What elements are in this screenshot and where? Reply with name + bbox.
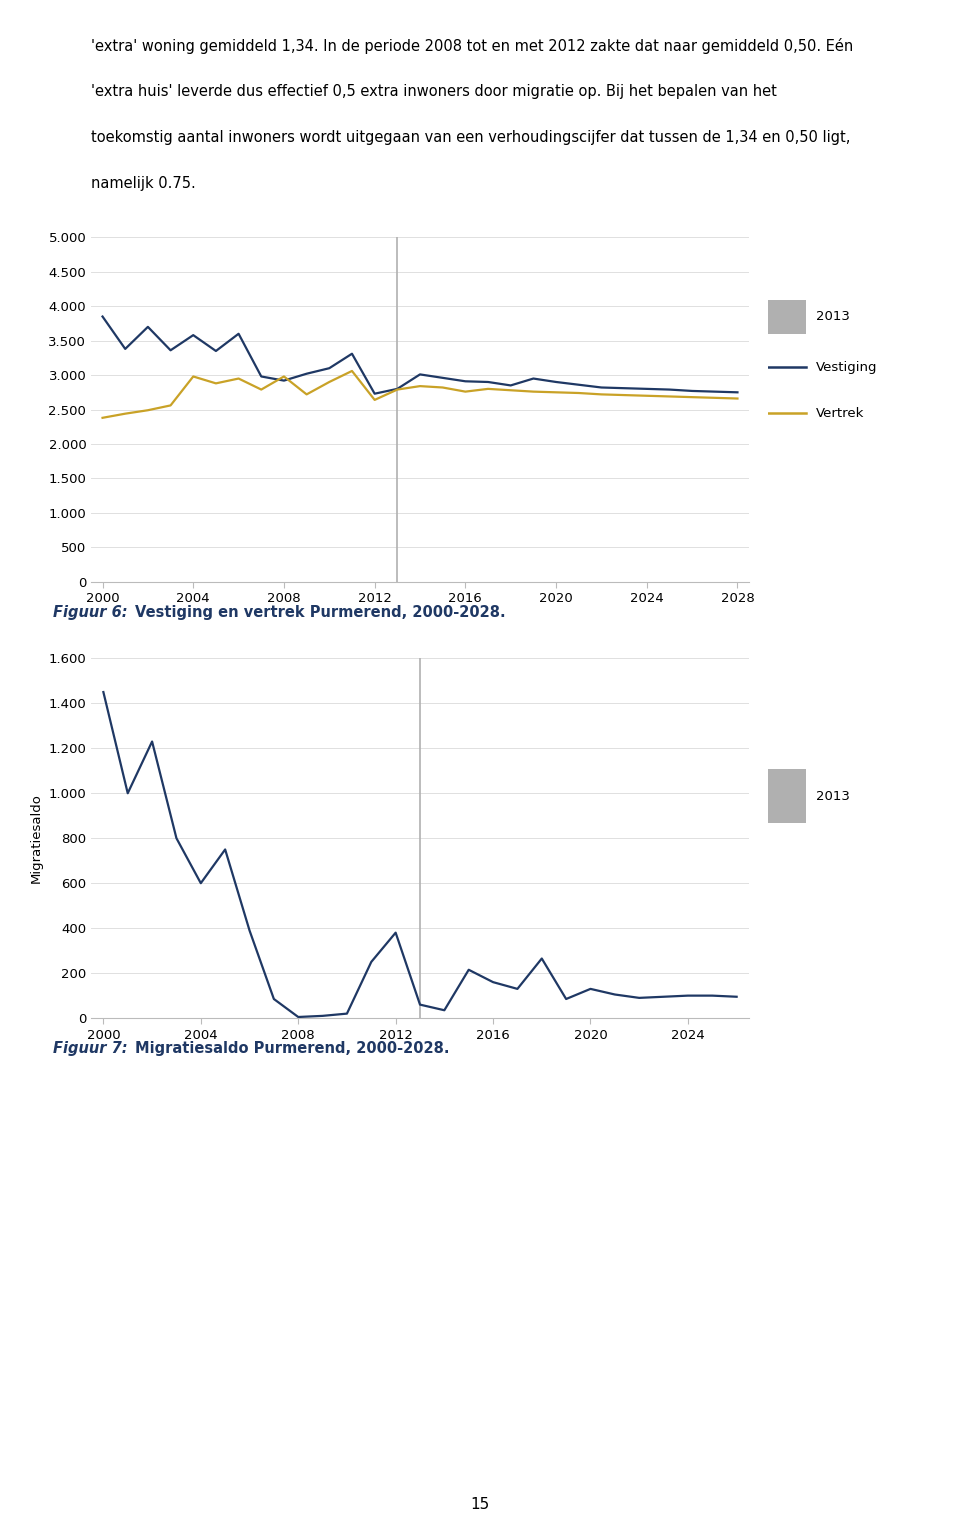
Text: 2013: 2013	[816, 790, 851, 802]
Text: toekomstig aantal inwoners wordt uitgegaan van een verhoudingscijfer dat tussen : toekomstig aantal inwoners wordt uitgega…	[91, 130, 851, 145]
Text: Figuur 6:: Figuur 6:	[53, 605, 128, 620]
Text: namelijk 0.75.: namelijk 0.75.	[91, 176, 196, 190]
Text: 'extra' woning gemiddeld 1,34. In de periode 2008 tot en met 2012 zakte dat naar: 'extra' woning gemiddeld 1,34. In de per…	[91, 38, 853, 54]
Text: Vestiging: Vestiging	[816, 361, 877, 374]
Text: 15: 15	[470, 1497, 490, 1511]
Text: Figuur 7:: Figuur 7:	[53, 1041, 128, 1056]
Text: Migratiesaldo Purmerend, 2000-2028.: Migratiesaldo Purmerend, 2000-2028.	[134, 1041, 449, 1056]
Bar	[768, 300, 806, 334]
Bar	[768, 770, 806, 824]
Text: 'extra huis' leverde dus effectief 0,5 extra inwoners door migratie op. Bij het : 'extra huis' leverde dus effectief 0,5 e…	[91, 84, 777, 100]
Text: Vestiging en vertrek Purmerend, 2000-2028.: Vestiging en vertrek Purmerend, 2000-202…	[134, 605, 506, 620]
Y-axis label: Migratiesaldo: Migratiesaldo	[30, 793, 43, 883]
Text: Vertrek: Vertrek	[816, 407, 865, 419]
Text: 2013: 2013	[816, 311, 851, 323]
